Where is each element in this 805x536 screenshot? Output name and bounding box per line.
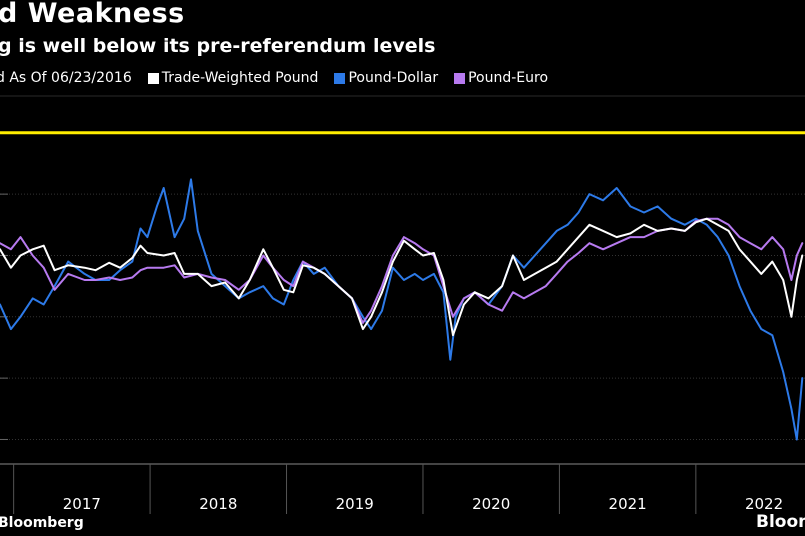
legend-swatch-pound-dollar xyxy=(334,72,346,84)
series-layer xyxy=(0,178,804,441)
x-tick-label: 2018 xyxy=(199,495,237,513)
legend-item-trade-weighted: Trade-Weighted Pound xyxy=(147,70,319,86)
x-tick-label: 2017 xyxy=(63,495,101,513)
x-tick-label: 2019 xyxy=(336,495,374,513)
x-tick-label: 2022 xyxy=(745,495,783,513)
legend-swatch-trade-weighted xyxy=(147,72,159,84)
source-label: Bloomberg xyxy=(0,515,84,531)
series-line-pound-dollar xyxy=(0,178,804,441)
legend-label-trade-weighted: Trade-Weighted Pound xyxy=(161,70,319,86)
legend-label-reference: d As Of 06/23/2016 xyxy=(0,70,132,86)
grid-layer xyxy=(0,95,805,440)
legend-label-pound-euro: Pound-Euro xyxy=(468,70,549,86)
series-line-trade-weighted-pound xyxy=(0,217,804,337)
legend-item-pound-euro: Pound-Euro xyxy=(454,70,548,86)
legend-swatch-pound-euro xyxy=(454,72,466,84)
legend-item-pound-dollar: Pound-Dollar xyxy=(334,70,438,86)
x-tick-label: 2021 xyxy=(609,495,647,513)
chart-title: d Weakness xyxy=(0,0,185,29)
legend-label-pound-dollar: Pound-Dollar xyxy=(348,70,439,86)
x-axis: 2017 2018 2019 2020 2021 2022 xyxy=(0,463,805,514)
chart-subtitle: g is well below its pre-referendum level… xyxy=(0,35,436,57)
x-tick-label: 2020 xyxy=(472,495,510,513)
legend-item-reference: d As Of 06/23/2016 xyxy=(0,70,132,86)
bloomberg-logo: Bloom xyxy=(756,512,805,532)
chart-legend: d As Of 06/23/2016 Trade-Weighted Pound … xyxy=(0,70,564,86)
